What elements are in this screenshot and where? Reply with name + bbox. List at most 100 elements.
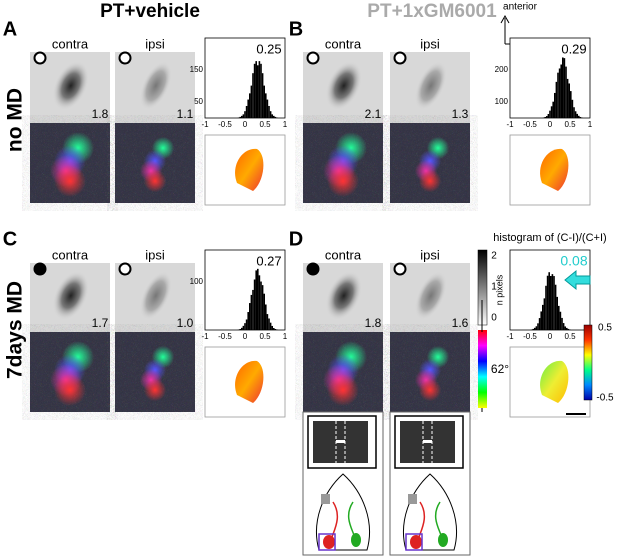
histogram-bar: [563, 58, 566, 118]
phase-blob: [143, 169, 167, 193]
header: PT+vehicle: [100, 1, 200, 22]
response-blob: [52, 61, 90, 111]
histogram-bar: [534, 327, 536, 330]
column-label: contra: [325, 247, 362, 262]
eye-marker: [33, 51, 47, 65]
column-label: ipsi: [420, 247, 440, 262]
histogram-bar: [542, 304, 544, 330]
histogram-bar: [550, 106, 553, 118]
histogram-bar: [266, 99, 269, 118]
index-map: [540, 360, 569, 403]
hist-ytick: 150: [190, 65, 204, 74]
histogram-bar: [540, 311, 542, 330]
histogram-bar: [268, 105, 270, 118]
column-label: ipsi: [145, 36, 165, 51]
column-label: contra: [52, 36, 89, 51]
index-value: 0.08: [560, 253, 587, 269]
column-label: ipsi: [145, 247, 165, 262]
histogram-bar: [559, 311, 562, 330]
hist-xtick: 1: [283, 120, 288, 129]
hist-xtick: -0.5: [523, 120, 537, 129]
histogram-bar: [562, 57, 564, 118]
histogram-bar: [242, 325, 245, 330]
header: PT+1xGM6001: [367, 1, 497, 22]
phase-blob: [418, 169, 442, 193]
histogram-bar: [266, 314, 269, 330]
histogram-bar: [557, 72, 559, 118]
histogram-bar: [538, 318, 541, 330]
hist-xtick: 0.5: [259, 332, 271, 341]
histogram-bar: [546, 275, 549, 330]
histogram-bar: [261, 73, 264, 118]
response-blob: [325, 61, 363, 111]
cortex-green: [438, 533, 448, 547]
histogram-bar: [549, 110, 551, 118]
phase-blob: [327, 165, 359, 197]
stimulus-bar: [336, 440, 345, 443]
histogram-bar: [273, 328, 275, 330]
histogram-bar: [556, 296, 558, 330]
hist-xtick: 0.5: [564, 332, 576, 341]
histogram-bar: [257, 268, 259, 330]
index-map-frame: [509, 346, 591, 418]
hist-ytick: 200: [495, 65, 509, 74]
histogram-title: histogram of (C-I)/(C+I): [493, 232, 606, 244]
histogram-bar: [244, 323, 246, 330]
histogram-bar: [247, 99, 249, 118]
index-bar: [583, 324, 593, 401]
response-blob: [139, 61, 172, 110]
histogram-bar: [553, 276, 555, 330]
histogram-bar: [245, 105, 248, 118]
histogram-frame: [509, 37, 591, 119]
histogram-bar: [252, 289, 254, 330]
hist-xtick: -1: [506, 120, 514, 129]
histogram-bar: [250, 294, 253, 330]
stimulus-bar: [423, 440, 432, 443]
cortex-red: [323, 535, 335, 549]
hist-ytick: 100: [190, 277, 204, 286]
histogram-bar: [253, 279, 256, 330]
amplitude-value: 1.7: [92, 316, 109, 330]
histogram-bar: [558, 305, 560, 330]
amplitude-value: 1.0: [177, 316, 194, 330]
histogram-bar: [535, 326, 538, 330]
histogram-bar: [545, 285, 547, 330]
histogram-bar: [245, 319, 248, 330]
histogram-bar: [255, 270, 257, 330]
panel-letter: C: [3, 228, 17, 250]
histogram-bar: [570, 91, 572, 118]
eye-marker: [118, 262, 132, 276]
histogram-bar: [271, 325, 273, 330]
eye-marker: [393, 51, 407, 65]
histogram-bar: [263, 85, 265, 118]
orientation-arrows: [500, 14, 549, 49]
histogram-bar: [532, 328, 534, 330]
histogram-bar: [537, 323, 539, 330]
amplitude-value: 1.6: [452, 316, 469, 330]
panel-letter: D: [289, 228, 303, 250]
phase-blob: [327, 374, 359, 406]
column-label: ipsi: [420, 36, 440, 51]
amplitude-value: 1.3: [452, 107, 469, 121]
histogram-bar: [260, 63, 262, 118]
histogram-bar: [542, 117, 545, 118]
hist-ytick: 100: [495, 97, 509, 106]
phase-blob: [143, 378, 167, 402]
histogram-bar: [273, 115, 275, 118]
index-map: [235, 148, 264, 191]
amplitude-value: 2.1: [365, 107, 382, 121]
hist-xtick: -0.5: [523, 332, 537, 341]
histogram-bar: [544, 116, 546, 118]
imaged-region: [405, 533, 423, 551]
histogram-bar: [276, 329, 278, 330]
hist-xtick: -0.5: [218, 120, 232, 129]
histogram-bar: [242, 114, 245, 118]
histogram-bar: [250, 85, 253, 118]
histogram-bar: [564, 326, 566, 330]
cortex-green: [351, 533, 361, 547]
histogram-bar: [568, 83, 570, 118]
phase-blob: [54, 374, 86, 406]
histogram-bar: [274, 328, 277, 330]
histogram-bar: [551, 274, 554, 330]
histogram-bar: [567, 328, 570, 330]
